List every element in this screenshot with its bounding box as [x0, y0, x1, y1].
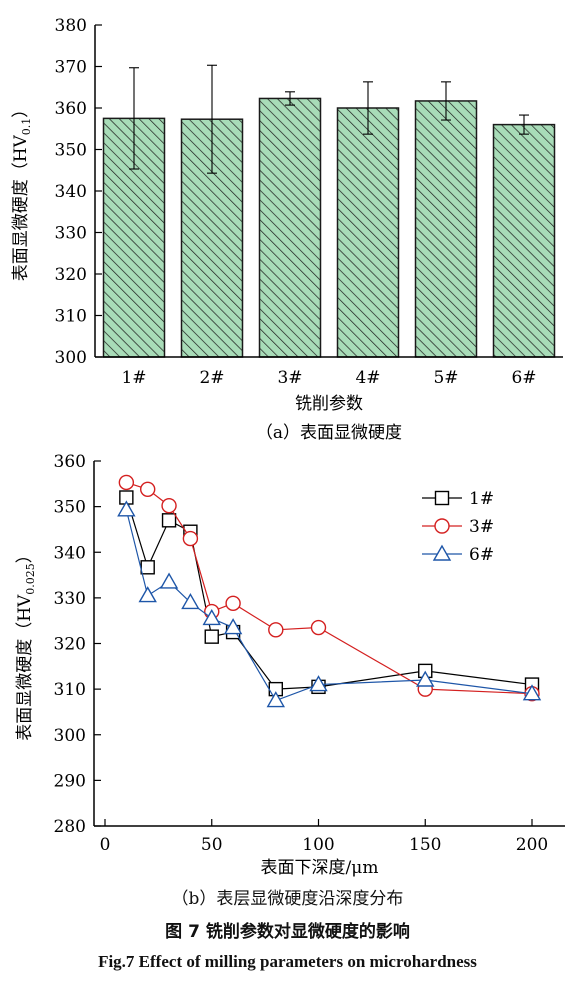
x-tick-label-b: 50 — [201, 835, 223, 855]
x-tick-label-b: 150 — [409, 835, 441, 855]
subcaption-a: （a）表面显微硬度 — [256, 423, 402, 443]
figure-svg: 300 310 320 330 340 350 360 370 380 1# 2# 3# 4# 5# 6# 表… — [11, 16, 565, 878]
figure-caption-en: Fig.7 Effect of milling parameters on mi… — [98, 952, 477, 971]
figure-caption-zh: 图 7 铣削参数对显微硬度的影响 — [165, 922, 410, 942]
x-tick-label-b: 200 — [516, 835, 548, 855]
y-tick-label-a: 330 — [55, 224, 87, 244]
bar-chart-a: 300 310 320 330 340 350 360 370 380 1# 2# 3# 4# 5# 6# 表… — [11, 16, 563, 443]
x-tick-label-a: 2# — [199, 368, 224, 388]
y-tick-label-b: 340 — [54, 543, 86, 563]
legend-label: 1# — [469, 489, 494, 509]
point-square — [161, 513, 177, 528]
point-square — [204, 629, 219, 644]
x-tick-label-a: 1# — [121, 368, 146, 388]
x-axis-title-a: 铣削参数 — [295, 394, 363, 414]
legend-label: 3# — [469, 517, 494, 537]
subcaption-b: （b）表层显微硬度沿深度分布 — [171, 889, 404, 909]
point-circle — [182, 530, 199, 547]
bar-5 — [414, 100, 478, 358]
y-tick-label-a: 340 — [55, 182, 87, 202]
bar-4 — [336, 107, 400, 358]
y-tick-label-a: 380 — [55, 16, 87, 36]
point-triangle — [266, 691, 286, 708]
x-axis-title-b: 表面下深度/μm — [261, 858, 379, 878]
x-tick-label-b: 100 — [302, 835, 334, 855]
y-axis-title-a: 表面显微硬度（HV0.1） — [11, 101, 33, 282]
bar-6 — [492, 123, 556, 358]
legend-marker-square — [434, 490, 450, 506]
x-tick-label-a: 6# — [511, 368, 536, 388]
bar-3 — [258, 97, 322, 358]
y-tick-label-b: 330 — [54, 589, 86, 609]
x-tick-label-a: 5# — [433, 368, 458, 388]
point-triangle — [223, 618, 243, 635]
x-tick-label-b: 0 — [100, 835, 111, 855]
y-tick-label-a: 310 — [55, 307, 87, 327]
y-tick-label-b: 290 — [54, 771, 86, 791]
series-line-1 — [125, 497, 533, 690]
point-circle — [268, 622, 284, 638]
legend-marker-triangle — [432, 544, 452, 561]
point-triangle — [522, 684, 542, 701]
point-triangle — [202, 608, 221, 626]
point-circle — [161, 498, 177, 514]
y-tick-label-a: 350 — [55, 141, 87, 161]
legend-label: 6# — [469, 545, 494, 565]
y-tick-label-b: 360 — [54, 452, 86, 472]
x-tick-label-a: 4# — [355, 368, 380, 388]
point-triangle — [416, 670, 435, 687]
y-tick-label-b: 320 — [54, 635, 86, 655]
point-triangle — [159, 572, 179, 589]
legend-marker-circle — [434, 518, 450, 534]
point-circle — [310, 619, 327, 636]
line-chart-b: 280 290 300 310 320 330 340 350 360 0 50 100 150 200 1… — [15, 452, 565, 878]
y-tick-label-b: 280 — [54, 817, 86, 837]
point-triangle — [309, 675, 328, 692]
y-tick-label-b: 310 — [54, 680, 86, 700]
y-tick-label-a: 300 — [55, 348, 87, 368]
y-tick-label-b: 300 — [54, 726, 86, 746]
x-tick-label-a: 3# — [277, 368, 302, 388]
point-circle — [225, 595, 241, 612]
series-line-2 — [126, 481, 533, 695]
y-tick-label-a: 360 — [55, 99, 87, 119]
y-axis-title-b: 表面显微硬度（HV0.025） — [15, 546, 37, 741]
y-tick-label-b: 350 — [54, 498, 86, 518]
point-circle — [118, 474, 135, 491]
point-triangle — [181, 593, 200, 610]
series-line-3 — [125, 509, 533, 702]
point-triangle — [117, 500, 136, 517]
y-tick-label-a: 370 — [55, 58, 87, 78]
point-triangle — [138, 586, 157, 603]
point-square — [140, 560, 155, 575]
y-tick-label-a: 320 — [55, 265, 87, 285]
point-circle — [139, 481, 156, 497]
